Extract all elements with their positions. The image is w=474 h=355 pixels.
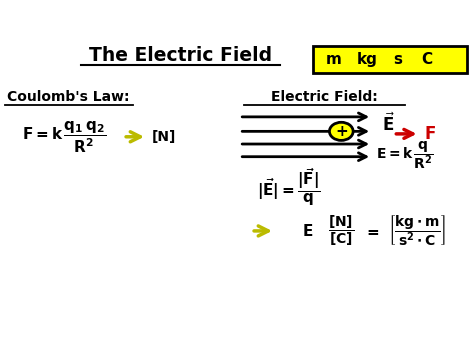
Text: $\mathbf{F = k\,\dfrac{q_1\,q_2}{R^2}}$: $\mathbf{F = k\,\dfrac{q_1\,q_2}{R^2}}$ [22, 119, 106, 154]
Text: $\mathbf{E}$: $\mathbf{E}$ [302, 223, 314, 239]
Text: $\mathbf{E = k\,\dfrac{q}{R^2}}$: $\mathbf{E = k\,\dfrac{q}{R^2}}$ [376, 139, 434, 171]
Text: $\mathbf{\dfrac{[N]}{[C]}}$: $\mathbf{\dfrac{[N]}{[C]}}$ [328, 214, 355, 248]
Text: m: m [326, 52, 342, 67]
Text: [N]: [N] [152, 130, 176, 144]
Text: Electric Field:: Electric Field: [271, 90, 378, 104]
Text: $\mathbf{=}$: $\mathbf{=}$ [364, 223, 380, 239]
Bar [313, 46, 467, 73]
Text: The Electric Field: The Electric Field [89, 46, 272, 65]
Text: C: C [421, 52, 432, 67]
Text: $\mathbf{\left[\dfrac{kg \cdot m}{s^2 \cdot C}\right]}$: $\mathbf{\left[\dfrac{kg \cdot m}{s^2 \c… [388, 213, 446, 248]
Circle shape [329, 122, 353, 141]
Text: Coulomb's Law:: Coulomb's Law: [8, 90, 130, 104]
Text: $\mathbf{|\vec{E}| = \dfrac{|\vec{F}|}{q}}$: $\mathbf{|\vec{E}| = \dfrac{|\vec{F}|}{q… [257, 166, 321, 208]
Text: $\mathbf{F}$: $\mathbf{F}$ [424, 125, 436, 143]
Text: $\vec{\mathbf{E}}$: $\vec{\mathbf{E}}$ [382, 113, 395, 135]
Text: s: s [394, 52, 402, 67]
Text: kg: kg [357, 52, 378, 67]
Text: +: + [335, 124, 347, 139]
